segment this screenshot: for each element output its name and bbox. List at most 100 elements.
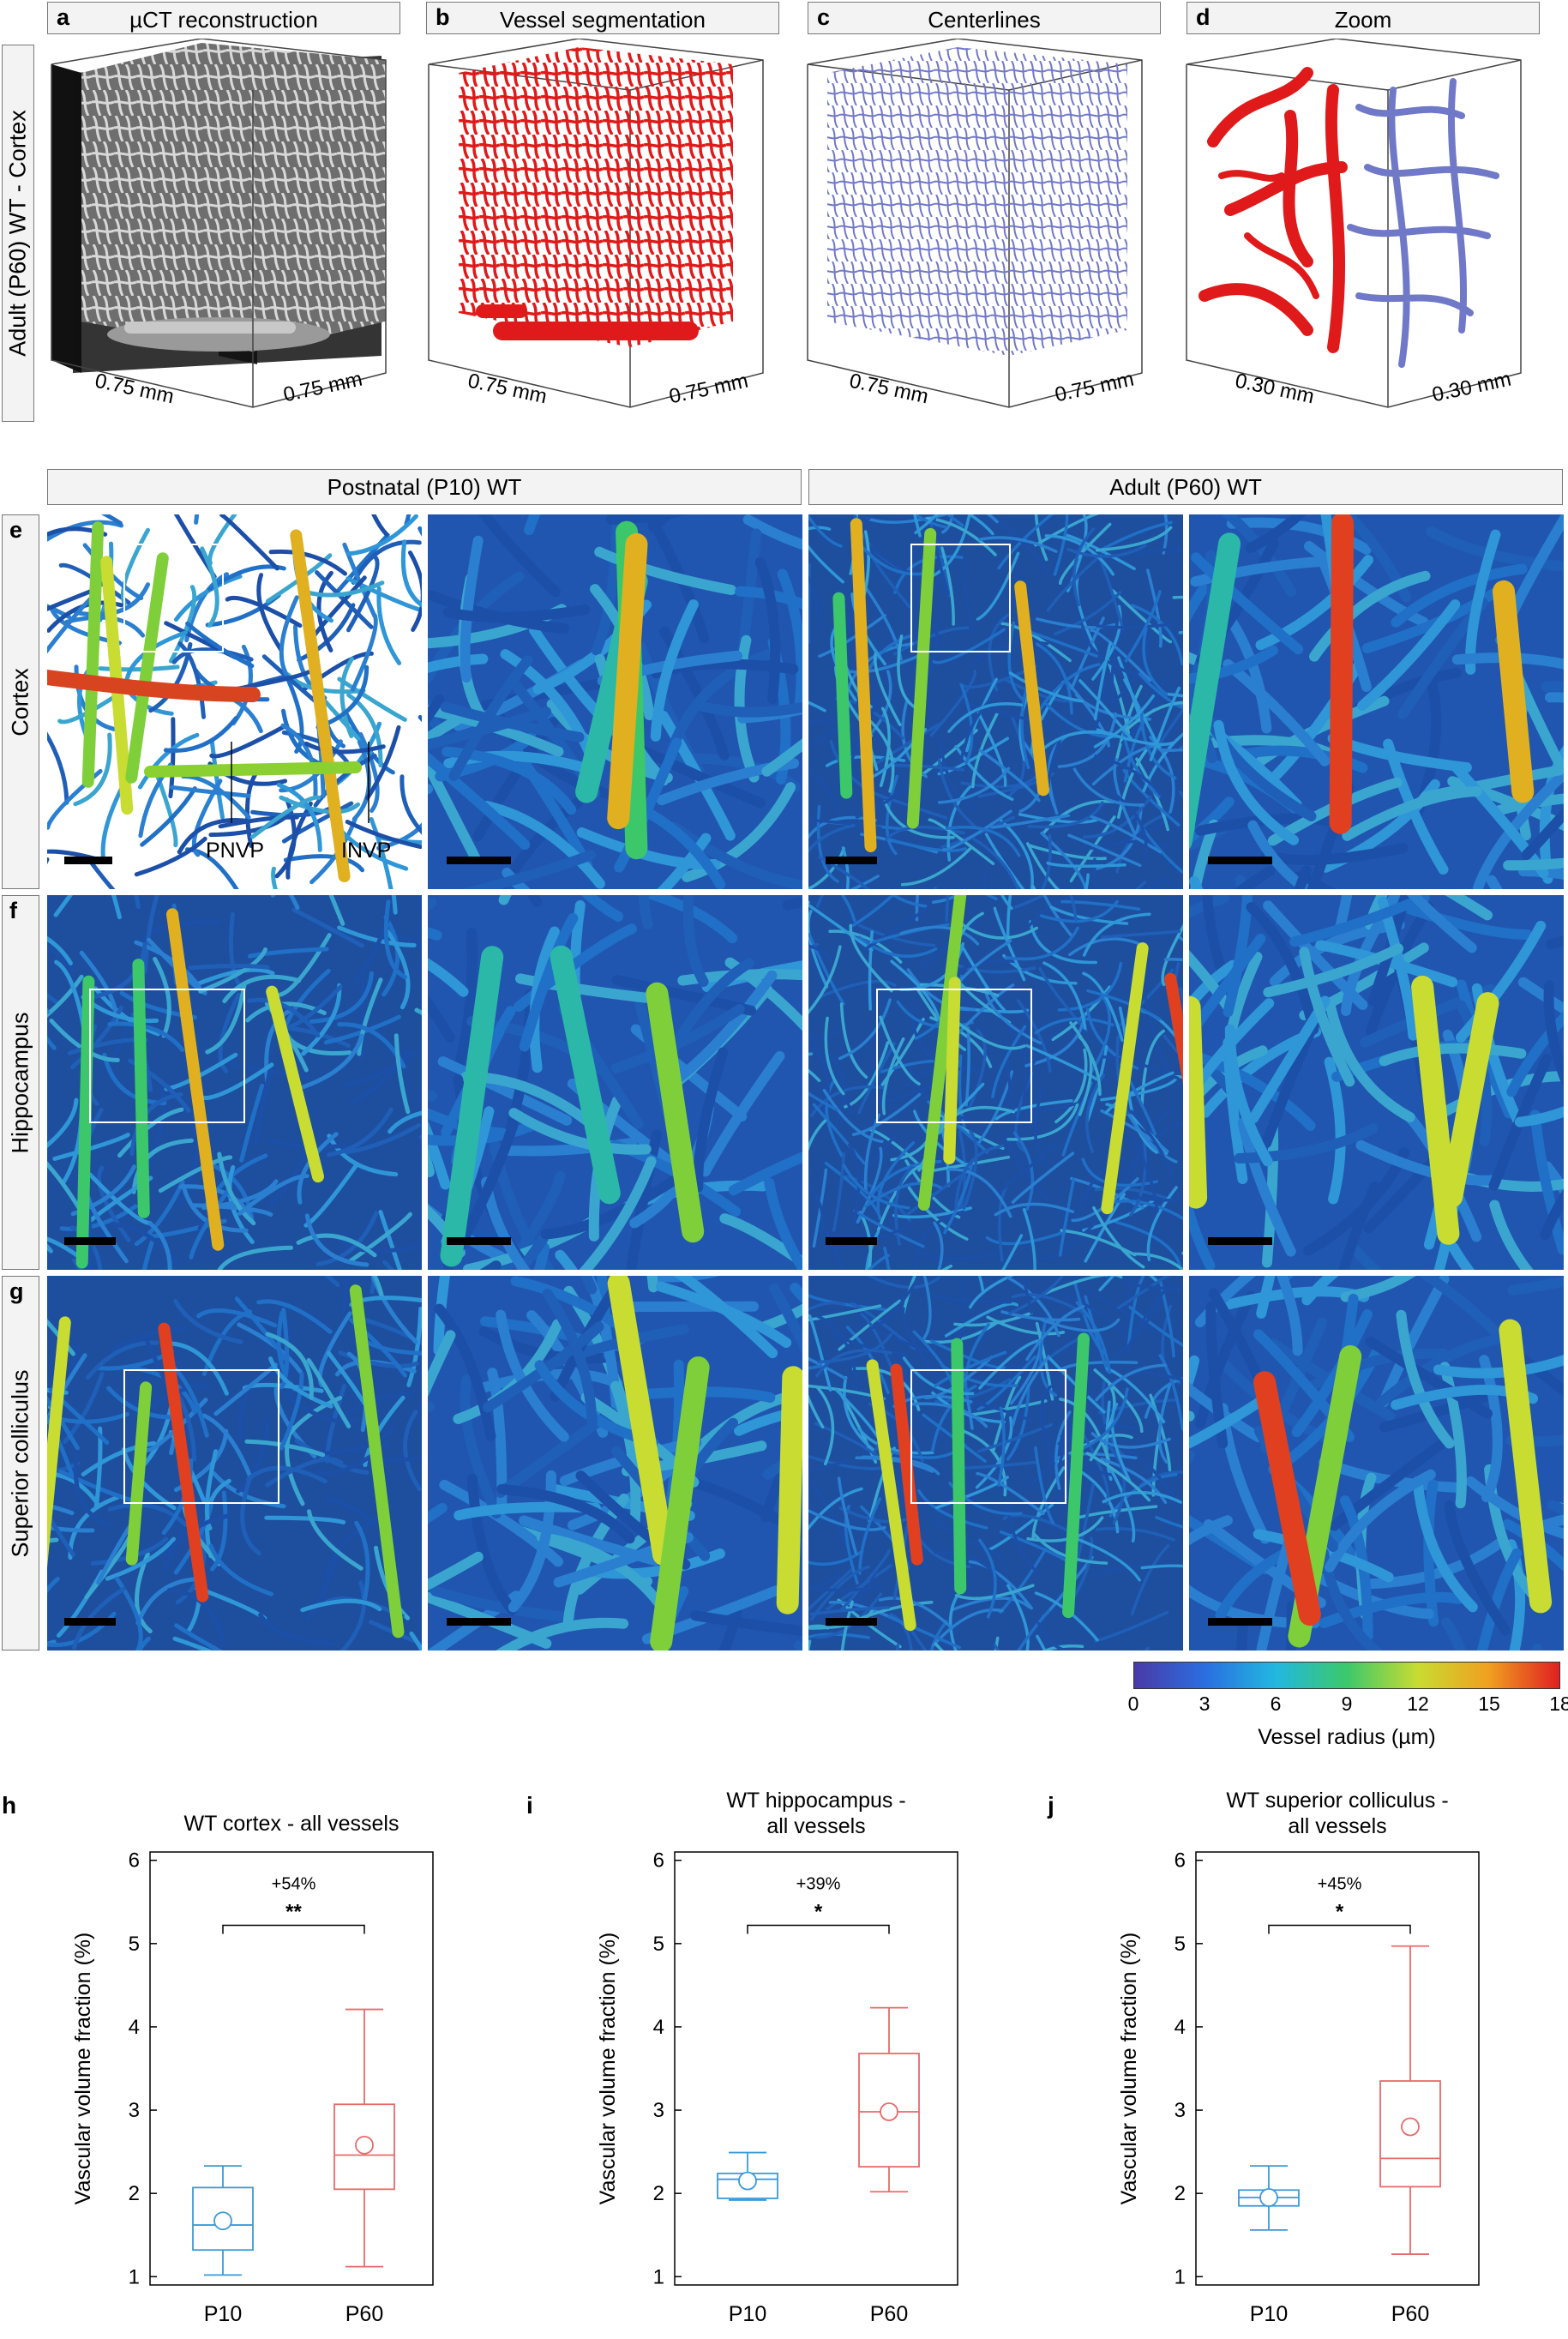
percent-change: +39% <box>796 1874 841 1893</box>
box-iqr <box>192 2186 254 2252</box>
box-iqr <box>1379 2080 1441 2188</box>
vessel-tile <box>808 895 1183 1270</box>
y-tick-label: 2 <box>1174 2182 1186 2205</box>
x-tick-label: P60 <box>870 2302 908 2326</box>
box-P60 <box>333 2008 395 2268</box>
vessel-tile <box>47 514 422 889</box>
panel-c-title: Centerlines <box>928 7 1041 33</box>
box-P10 <box>1238 2165 1300 2231</box>
y-tick-label: 5 <box>653 1933 664 1956</box>
row-letter-g: g <box>9 1278 24 1304</box>
plot-letter: i <box>526 1792 533 1819</box>
colorbar-label: Vessel radius (µm) <box>1258 1725 1436 1749</box>
significance-bracket <box>747 1924 890 1934</box>
y-tick-label: 1 <box>653 2265 664 2288</box>
mean-marker <box>880 2102 898 2121</box>
vessel-tile <box>428 514 802 889</box>
row-letter-f: f <box>9 898 17 923</box>
mean-marker <box>1259 2188 1278 2207</box>
row-e-label-box: e Cortex <box>2 514 39 889</box>
y-tick-label: 2 <box>129 2182 140 2205</box>
percent-change: +54% <box>272 1874 316 1893</box>
invp-label: INVP <box>341 839 392 863</box>
panel-letter-c: c <box>817 4 831 30</box>
mean-marker <box>738 2171 757 2191</box>
y-tick-label: 5 <box>129 1933 140 1956</box>
y-tick-label: 6 <box>129 1849 140 1873</box>
y-tick-label: 4 <box>129 2016 140 2039</box>
y-axis-label: Vascular volume fraction (%) <box>71 1933 95 2205</box>
colorbar-gradient <box>1133 1662 1560 1689</box>
y-tick-label: 3 <box>653 2099 664 2122</box>
box-P60 <box>858 2006 920 2193</box>
panel-c-header: c Centerlines <box>808 2 1161 34</box>
plot-letter: h <box>2 1792 17 1819</box>
panel-a-header: a µCT reconstruction <box>47 2 400 34</box>
x-tick-label: P10 <box>1250 2302 1288 2326</box>
mean-marker <box>1401 2117 1420 2137</box>
vessel-tile <box>47 895 422 1270</box>
cube-a <box>51 39 387 408</box>
y-tick-label: 4 <box>653 2016 664 2039</box>
vessel-tile <box>1189 514 1564 889</box>
significance-bracket <box>222 1924 365 1934</box>
pnvp-label: PNVP <box>206 839 265 863</box>
colorbar-tick-label: 12 <box>1407 1693 1429 1715</box>
group-header-p10: Postnatal (P10) WT <box>47 469 802 505</box>
row-f-label-box: f Hippocampus <box>2 895 39 1270</box>
vessel-tile <box>808 514 1183 889</box>
panel-d-header: d Zoom <box>1187 2 1540 34</box>
percent-change: +45% <box>1318 1874 1362 1893</box>
plot-frame <box>1195 1851 1480 2286</box>
cube-c <box>807 39 1143 408</box>
x-tick-label: P60 <box>345 2302 383 2326</box>
vessel-tile <box>47 1276 422 1651</box>
boxplot-svg: 1 2 3 4 5 6 Vascular volume fraction (%) P10 P60… <box>71 1849 434 2326</box>
vessel-tile <box>428 895 802 1270</box>
colorbar-tick-label: 15 <box>1478 1693 1500 1715</box>
vessel-tile <box>1189 895 1564 1270</box>
colorbar-tick-label: 3 <box>1199 1693 1211 1715</box>
box-iqr <box>858 2053 920 2168</box>
row-e-label: Cortex <box>7 667 33 737</box>
y-tick-label: 1 <box>1174 2265 1186 2288</box>
colorbar-tick-label: 6 <box>1270 1693 1282 1715</box>
box-P10 <box>717 2151 778 2201</box>
plot-title: WT superior colliculus - all vessels <box>1226 1789 1449 1838</box>
boxplot-svg: 1 2 3 4 5 6 Vascular volume fraction (%) P10 P60… <box>596 1849 958 2326</box>
y-tick-label: 3 <box>1174 2099 1186 2122</box>
row-f-label: Hippocampus <box>7 1011 33 1154</box>
significance-bracket <box>1268 1924 1411 1934</box>
panel-b-header: b Vessel segmentation <box>426 2 779 34</box>
x-tick-label: P10 <box>204 2302 242 2326</box>
vessel-tile <box>1189 1276 1564 1651</box>
plot-frame <box>149 1851 434 2286</box>
plot-frame <box>674 1851 958 2286</box>
y-tick-label: 6 <box>653 1849 664 1873</box>
mean-marker <box>355 2135 374 2155</box>
significance-stars: * <box>1336 1900 1344 1923</box>
x-tick-label: P60 <box>1391 2302 1429 2326</box>
panel-a-title: µCT reconstruction <box>129 7 318 33</box>
y-tick-label: 6 <box>1174 1849 1186 1873</box>
colorbar-tick-label: 0 <box>1127 1693 1139 1715</box>
top-row-label: Adult (P60) WT - Cortex <box>4 110 31 357</box>
box-iqr <box>333 2103 395 2191</box>
y-axis-label: Vascular volume fraction (%) <box>1117 1933 1141 2205</box>
plot-title: WT cortex - all vessels <box>183 1812 400 1836</box>
group-header-p60: Adult (P60) WT <box>808 469 1563 505</box>
y-tick-label: 2 <box>653 2182 664 2205</box>
y-axis-label: Vascular volume fraction (%) <box>596 1933 620 2205</box>
y-tick-label: 4 <box>1174 2016 1186 2039</box>
panel-letter-d: d <box>1196 4 1211 30</box>
colorbar-tick-label: 18 <box>1549 1693 1568 1715</box>
y-tick-label: 5 <box>1174 1933 1186 1956</box>
row-g-label: Superior colliculus <box>7 1368 33 1558</box>
significance-stars: ** <box>285 1900 302 1923</box>
significance-stars: * <box>814 1900 823 1923</box>
panel-letter-b: b <box>436 4 450 30</box>
row-letter-e: e <box>9 517 23 543</box>
boxplot-svg: 1 2 3 4 5 6 Vascular volume fraction (%) P10 P60… <box>1117 1849 1480 2326</box>
box-P10 <box>192 2165 254 2276</box>
top-cubes <box>51 39 1522 408</box>
